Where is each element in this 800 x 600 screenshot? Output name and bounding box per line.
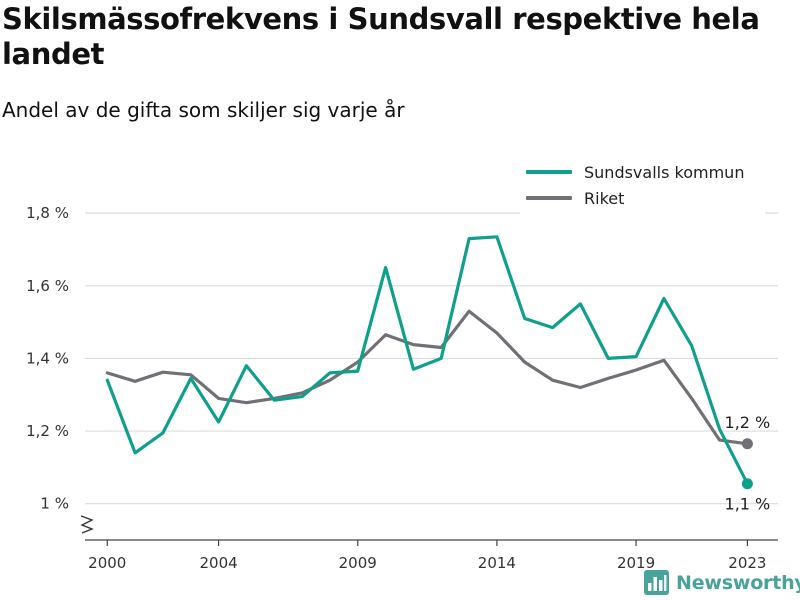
brand-name: Newsworthy (676, 571, 800, 594)
series-lines (105, 235, 753, 490)
x-tick-label: 2014 (478, 554, 516, 572)
newsworthy-logo: Newsworthy (644, 570, 800, 595)
end-labels: 1,2 % 1,1 % (725, 413, 771, 514)
legend-label-riket: Riket (584, 188, 625, 208)
end-label-riket: 1,2 % (725, 413, 771, 432)
x-tick-label: 2009 (339, 554, 377, 572)
legend-item-sundsvall[interactable]: Sundsvalls kommun (526, 161, 744, 183)
legend-item-riket[interactable]: Riket (526, 187, 624, 209)
x-tick-label: 2019 (617, 554, 655, 572)
end-label-sundsvall: 1,1 % (725, 495, 771, 514)
chart-subtitle: Andel av de gifta som skiljer sig varje … (2, 98, 405, 122)
bar-chart-icon (644, 570, 669, 595)
series-line-riket (105, 309, 750, 446)
grid-lines (85, 212, 778, 505)
legend: Sundsvalls kommun Riket (520, 158, 765, 214)
axes: 1 % 1,2 % 1,4 % 1,6 % 1,8 % 2000 2004 2009 2014 2… (26, 204, 778, 572)
y-tick-label: 1,4 % (26, 349, 69, 367)
y-tick-label: 1,6 % (26, 277, 69, 295)
series-line-sundsvall (105, 235, 750, 486)
end-point-riket (741, 438, 753, 450)
legend-swatch-sundsvall (526, 170, 572, 174)
x-tick-label: 2004 (199, 554, 237, 572)
x-tick-label: 2023 (728, 554, 766, 572)
y-tick-label: 1 % (40, 495, 69, 513)
end-point-sundsvall (741, 478, 753, 490)
axis-break-icon (80, 515, 94, 534)
chart-title: Skilsmässofrekvens i Sundsvall respektiv… (2, 2, 760, 71)
y-tick-label: 1,2 % (26, 422, 69, 440)
y-tick-label: 1,8 % (26, 204, 69, 222)
x-tick-label: 2000 (88, 554, 126, 572)
legend-swatch-riket (526, 196, 572, 200)
legend-label-sundsvall: Sundsvalls kommun (584, 162, 745, 182)
